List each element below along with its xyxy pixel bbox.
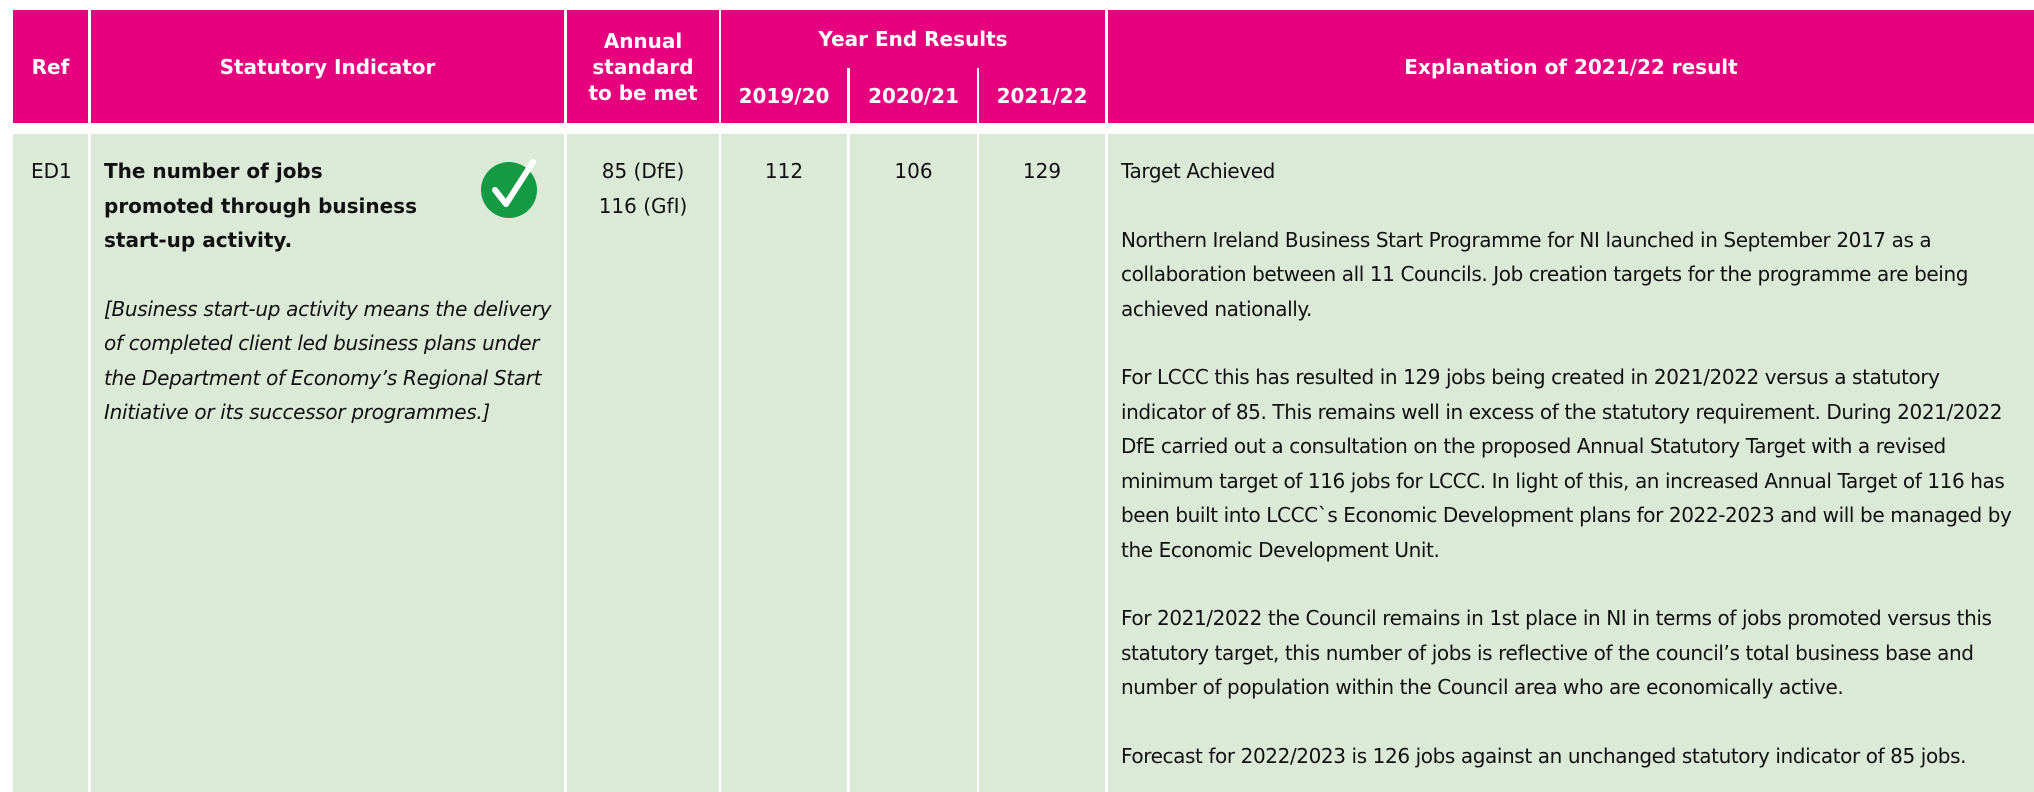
standard-line: 85 (DfE)	[601, 159, 685, 183]
header-year: 2021/22	[979, 68, 1105, 123]
cell-result: 106	[850, 134, 977, 792]
cell-standard: 85 (DfE) 116 (GfI)	[567, 134, 719, 792]
top-band	[0, 0, 2034, 10]
explanation-paragraph: For LCCC this has resulted in 129 jobs b…	[1121, 365, 2012, 562]
header-standard-text: Annual standard to be met	[588, 28, 698, 105]
indicator-title: The number of jobs promoted through busi…	[104, 159, 417, 252]
cell-result: 129	[979, 134, 1105, 792]
header-ref: Ref	[13, 10, 88, 123]
result: 129	[1022, 159, 1062, 183]
check-mark	[492, 159, 536, 207]
explanation-paragraph: Forecast for 2022/2023 is 126 jobs again…	[1121, 743, 1967, 768]
explanation-paragraph: Northern Ireland Business Start Programm…	[1121, 227, 1969, 321]
explanation-paragraph: Target Achieved	[1121, 159, 1275, 183]
indicator-note: [Business start-up activity means the de…	[104, 296, 552, 425]
header-standard: Annual standard to be met	[567, 10, 719, 123]
result: 106	[894, 159, 933, 183]
result: 112	[764, 159, 804, 183]
cell-explanation: Target Achieved Northern Ireland Business…	[1108, 134, 2034, 792]
cell-result: 112	[721, 134, 847, 792]
header-indicator: Statutory Indicator	[91, 10, 564, 123]
header-year: 2019/20	[721, 68, 847, 123]
explanation-paragraph: For 2021/2022 the Council remains in 1st…	[1121, 606, 1992, 699]
header-year: 2020/21	[850, 68, 977, 123]
cell-ref: ED1	[13, 134, 88, 792]
header-explanation: Explanation of 2021/22 result	[1108, 10, 2034, 123]
ref: ED1	[31, 159, 72, 183]
check-icon	[481, 159, 537, 218]
cell-indicator: The number of jobs promoted through busi…	[91, 134, 564, 792]
standard-line: 116 (GfI)	[598, 193, 688, 218]
header-year-end: Year End Results	[721, 10, 1105, 68]
